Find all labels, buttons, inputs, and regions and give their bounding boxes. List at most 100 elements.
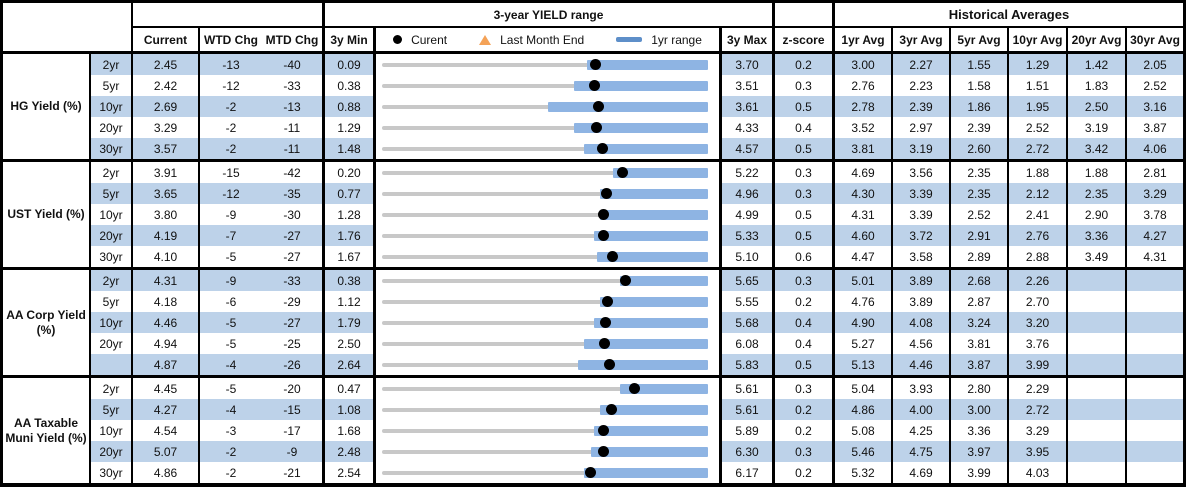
range-chart bbox=[376, 54, 722, 75]
group-rows: 2yr 3.91 -15 -42 0.20 5.22 0.3 4.69 3.56 2.35 1.88… bbox=[91, 162, 1183, 267]
group-ust-yield: UST Yield (%) 2yr 3.91 -15 -42 0.20 5.22 0.3 4.6… bbox=[3, 159, 1183, 267]
30yr-avg-value: 4.27 bbox=[1143, 228, 1167, 243]
current-dot-marker bbox=[607, 251, 619, 262]
20yr-avg-value: 1.88 bbox=[1068, 162, 1127, 183]
header-row-columns: Current WTD Chg MTD Chg 3y Min Curent La… bbox=[133, 28, 1183, 51]
three-year-range-line bbox=[382, 320, 705, 325]
current-value: 3.65 bbox=[133, 183, 200, 204]
three-year-max-value: 5.33 bbox=[722, 225, 775, 246]
1yr-avg-value: 3.00 bbox=[835, 54, 893, 75]
group-label: HG Yield (%) bbox=[3, 54, 91, 159]
range-chart-track bbox=[382, 291, 708, 312]
range-chart bbox=[376, 354, 722, 375]
three-year-max-value: 4.33 bbox=[722, 117, 775, 138]
1yr-avg-value: 2.76 bbox=[835, 75, 893, 96]
3yr-avg-value: 3.72 bbox=[893, 225, 951, 246]
tenor-label: 30yr bbox=[91, 246, 133, 267]
tenor-label: 20yr bbox=[91, 117, 133, 138]
wtd-chg-value: -12 bbox=[222, 78, 240, 93]
3yr-avg-value: 2.23 bbox=[893, 75, 951, 96]
5yr-avg-value: 3.00 bbox=[951, 399, 1009, 420]
z-score-value: 0.2 bbox=[775, 462, 835, 483]
30yr-avg-value: 2.52 bbox=[1143, 78, 1167, 93]
3yr-avg-value: 4.56 bbox=[893, 333, 951, 354]
table-row: 2yr 4.45 -5 -20 0.47 5.61 0.3 5.04 3.93 2.80 2.29 bbox=[91, 378, 1183, 399]
three-year-min-value: 1.79 bbox=[325, 312, 376, 333]
group-rows: 2yr 4.31 -9 -33 0.38 5.65 0.3 5.01 3.89 2.68 2.26 5… bbox=[91, 270, 1183, 375]
current-value: 4.54 bbox=[133, 420, 200, 441]
three-year-max-value: 4.57 bbox=[722, 138, 775, 159]
current-value: 4.10 bbox=[133, 246, 200, 267]
30yr-avg-value bbox=[1127, 333, 1183, 354]
three-year-range-line bbox=[382, 386, 705, 391]
three-year-range-line bbox=[382, 470, 705, 475]
20yr-avg-value bbox=[1068, 420, 1127, 441]
one-year-range-bar bbox=[593, 425, 708, 436]
z-score-value: 0.5 bbox=[775, 354, 835, 375]
col-header-mtd-chg: MTD Chg bbox=[262, 28, 325, 51]
legend-last-month-end-label: Last Month End bbox=[500, 32, 585, 47]
three-year-range-line bbox=[382, 233, 705, 238]
three-year-min-value: 0.38 bbox=[325, 270, 376, 291]
legend-current-label: Curent bbox=[411, 32, 448, 47]
three-year-max-value: 3.51 bbox=[722, 75, 775, 96]
current-dot-marker bbox=[600, 188, 612, 199]
three-year-range-line bbox=[382, 62, 705, 67]
current-dot-marker bbox=[601, 296, 613, 307]
20yr-avg-value: 3.19 bbox=[1068, 117, 1127, 138]
z-score-value: 0.3 bbox=[775, 183, 835, 204]
tenor-label: 20yr bbox=[91, 333, 133, 354]
10yr-avg-value: 2.26 bbox=[1009, 270, 1068, 291]
wtd-chg-value: -15 bbox=[222, 165, 240, 180]
three-year-max-value: 5.89 bbox=[722, 420, 775, 441]
5yr-avg-value: 2.52 bbox=[951, 204, 1009, 225]
5yr-avg-value: 2.80 bbox=[951, 378, 1009, 399]
three-year-min-value: 2.48 bbox=[325, 441, 376, 462]
col-header-3yr-avg: 3yr Avg bbox=[893, 28, 951, 51]
three-year-min-value: 0.20 bbox=[325, 162, 376, 183]
range-chart bbox=[376, 399, 722, 420]
col-header-wtd-chg: WTD Chg bbox=[204, 32, 258, 47]
mtd-chg-value: -33 bbox=[262, 270, 325, 291]
table-row: 10yr 2.69 -2 -13 0.88 3.61 0.5 2.78 2.39 1.86 1.95… bbox=[91, 96, 1183, 117]
three-year-range-line bbox=[382, 146, 705, 151]
mtd-chg-value: -30 bbox=[262, 204, 325, 225]
3yr-avg-value: 3.39 bbox=[893, 204, 951, 225]
3yr-avg-value: 3.89 bbox=[893, 291, 951, 312]
tenor-label: 2yr bbox=[91, 270, 133, 291]
z-score-value: 0.6 bbox=[775, 246, 835, 267]
5yr-avg-value: 3.99 bbox=[951, 462, 1009, 483]
wtd-chg-value: -2 bbox=[225, 99, 237, 114]
1yr-avg-value: 4.30 bbox=[835, 183, 893, 204]
5yr-avg-value: 1.58 bbox=[951, 75, 1009, 96]
1yr-avg-value: 4.90 bbox=[835, 312, 893, 333]
range-chart bbox=[376, 246, 722, 267]
range-chart-track bbox=[382, 399, 708, 420]
20yr-avg-value bbox=[1068, 291, 1127, 312]
one-year-range-bar bbox=[600, 296, 708, 307]
three-year-min-value: 1.48 bbox=[325, 138, 376, 159]
table-row: 5yr 4.27 -4 -15 1.08 5.61 0.2 4.86 4.00 3.00 2.72 bbox=[91, 399, 1183, 420]
z-score-value: 0.3 bbox=[775, 441, 835, 462]
col-header-current: Current bbox=[133, 28, 200, 51]
three-year-max-value: 3.61 bbox=[722, 96, 775, 117]
three-year-range-line bbox=[382, 83, 705, 88]
20yr-avg-value: 1.83 bbox=[1068, 75, 1127, 96]
table-row: 30yr 4.86 -2 -21 2.54 6.17 0.2 5.32 4.69 3.99 4.03 bbox=[91, 462, 1183, 483]
three-year-range-line bbox=[382, 125, 705, 130]
range-chart-track bbox=[382, 462, 708, 483]
table-row: 20yr 3.29 -2 -11 1.29 4.33 0.4 3.52 2.97 2.39 2.52… bbox=[91, 117, 1183, 138]
z-score-value: 0.3 bbox=[775, 270, 835, 291]
wtd-chg-value: -3 bbox=[225, 423, 237, 438]
current-dot-marker bbox=[598, 338, 610, 349]
10yr-avg-value: 3.99 bbox=[1009, 354, 1068, 375]
5yr-avg-value: 3.87 bbox=[951, 354, 1009, 375]
current-dot-marker bbox=[619, 275, 631, 286]
table-row: 30yr 3.57 -2 -11 1.48 4.57 0.5 3.81 3.19 2.60 2.72… bbox=[91, 138, 1183, 159]
one-year-range-bar bbox=[613, 167, 708, 178]
20yr-avg-value bbox=[1068, 378, 1127, 399]
table-row: 20yr 4.19 -7 -27 1.76 5.33 0.5 4.60 3.72 2.91 2.76… bbox=[91, 225, 1183, 246]
chart-legend: Curent Last Month End 1yr range bbox=[376, 28, 722, 51]
header-blank-changes bbox=[133, 3, 325, 28]
range-chart bbox=[376, 117, 722, 138]
